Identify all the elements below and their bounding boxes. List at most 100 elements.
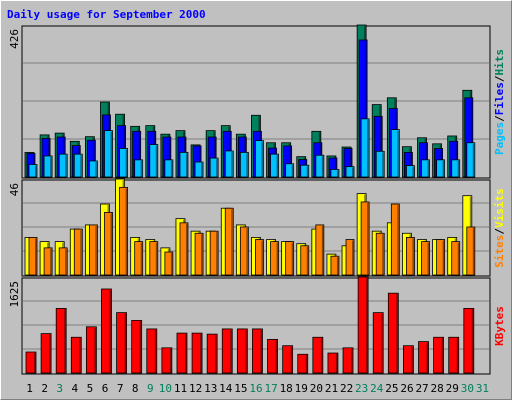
sites-bar-day-13-shade <box>216 232 218 275</box>
kbytes-bar-day-25 <box>387 292 399 374</box>
kbytes-bar-day-2 <box>40 333 52 374</box>
sites-bar-day-12 <box>194 232 204 276</box>
sites-bar-day-25 <box>390 203 400 276</box>
sites-bar-day-10-shade <box>170 253 173 275</box>
kbytes-bar-day-17-shade <box>275 340 278 373</box>
day-label-10: 10 <box>159 382 172 395</box>
pages-bar-day-4-shade <box>80 155 82 177</box>
kbytes-bar-day-24 <box>372 312 384 374</box>
sites-bar-day-26 <box>406 237 415 276</box>
day-label-2: 2 <box>41 382 48 395</box>
legend-files: Files <box>493 82 506 115</box>
pages-bar-day-12 <box>194 161 204 178</box>
sites-bar-day-22 <box>345 239 355 276</box>
kbytes-bar-day-8-shade <box>139 321 142 373</box>
pages-bar-day-2 <box>43 155 53 178</box>
day-label-30: 30 <box>461 382 474 395</box>
pages-bar-day-13 <box>209 157 219 178</box>
sites-bar-day-13 <box>209 230 219 276</box>
legend-kbytes: KBytes <box>493 306 506 346</box>
day-label-16: 16 <box>249 382 262 395</box>
pages-bar-day-20-shade <box>321 156 324 177</box>
pages-bar-day-22 <box>345 166 355 178</box>
kbytes-bar-day-2-shade <box>49 334 51 373</box>
panel-1-max-label: 426 <box>8 29 21 49</box>
pages-bar-day-24 <box>375 150 385 178</box>
sites-bar-day-29 <box>451 241 461 276</box>
pages-bar-day-16 <box>255 140 264 178</box>
kbytes-bar-day-4-shade <box>79 338 81 373</box>
kbytes-bar-day-21-shade <box>335 354 338 373</box>
chart-title: Daily usage for September 2000 <box>7 8 206 21</box>
kbytes-bar-day-18-shade <box>290 346 293 373</box>
sites-bar-day-26-shade <box>412 238 414 275</box>
kbytes-bar-day-18 <box>282 345 294 374</box>
sites-bar-day-17-shade <box>276 242 279 275</box>
day-label-25: 25 <box>385 382 398 395</box>
pages-bar-day-19-shade <box>306 166 309 177</box>
day-label-23: 23 <box>355 382 368 395</box>
panel-1-legend: Pages/Files/Hits <box>493 49 506 155</box>
sites-bar-day-8 <box>134 241 144 276</box>
day-label-9: 9 <box>147 382 154 395</box>
legend-separator: / <box>493 115 506 122</box>
pages-bar-day-29-shade <box>457 160 460 177</box>
day-label-14: 14 <box>219 382 233 395</box>
sites-bar-day-9-shade <box>155 242 158 275</box>
kbytes-bar-day-10 <box>161 347 173 374</box>
kbytes-bar-day-19-shade <box>305 355 308 373</box>
kbytes-bar-day-26 <box>403 345 414 374</box>
day-label-1: 1 <box>26 382 33 395</box>
pages-bar-day-11 <box>179 151 189 178</box>
pages-bar-day-8 <box>134 159 144 178</box>
sites-bar-day-20-shade <box>321 225 324 275</box>
kbytes-bar-day-9-shade <box>154 329 157 373</box>
kbytes-bar-day-12 <box>191 332 203 374</box>
kbytes-bar-day-24-shade <box>381 313 383 373</box>
sites-bar-day-16-shade <box>261 240 263 275</box>
files-bar-day-29-shade <box>455 142 458 177</box>
sites-bar-day-30-shade <box>472 228 475 275</box>
pages-bar-day-4 <box>73 153 83 178</box>
day-label-5: 5 <box>87 382 94 395</box>
sites-bar-day-20 <box>315 224 325 276</box>
files-bar-day-22-shade <box>350 149 352 177</box>
kbytes-bar-day-8 <box>131 320 143 374</box>
kbytes-bar-day-3-shade <box>64 309 66 373</box>
day-label-15: 15 <box>234 382 247 395</box>
pages-bar-day-10 <box>164 159 174 178</box>
kbytes-bar-day-16-shade <box>260 329 262 373</box>
sites-bar-day-21 <box>330 255 340 276</box>
kbytes-bar-day-20 <box>312 336 324 374</box>
kbytes-bar-day-29 <box>448 336 460 374</box>
sites-bar-day-29-shade <box>457 242 460 275</box>
files-bar-day-21-shade <box>334 159 337 177</box>
day-label-29: 29 <box>446 382 459 395</box>
day-label-17: 17 <box>264 382 277 395</box>
day-label-27: 27 <box>415 382 428 395</box>
day-label-11: 11 <box>174 382 187 395</box>
pages-bar-day-21 <box>330 169 340 178</box>
pages-bar-day-30 <box>466 142 476 178</box>
pages-bar-day-9 <box>149 144 159 178</box>
kbytes-bar-day-23-shade <box>366 278 368 373</box>
pages-bar-day-17-shade <box>276 155 279 177</box>
kbytes-bar-day-28-shade <box>441 338 444 373</box>
day-label-6: 6 <box>102 382 109 395</box>
day-label-7: 7 <box>117 382 124 395</box>
pages-bar-day-6 <box>104 130 113 178</box>
kbytes-bar-day-21 <box>327 352 339 374</box>
day-label-18: 18 <box>280 382 293 395</box>
files-bar-day-10-shade <box>168 138 171 177</box>
kbytes-bar-day-7 <box>116 312 127 374</box>
kbytes-bar-day-1-shade <box>34 353 36 373</box>
sites-bar-day-8-shade <box>140 242 143 275</box>
kbytes-bar-day-1 <box>25 351 37 374</box>
sites-bar-day-22-shade <box>352 240 354 275</box>
pages-bar-day-30-shade <box>472 143 475 177</box>
panel-3-legend: KBytes <box>493 306 506 346</box>
pages-bar-day-1 <box>28 164 38 178</box>
day-label-24: 24 <box>370 382 384 395</box>
sites-bar-day-19-shade <box>306 246 309 275</box>
sites-bar-day-1 <box>28 237 38 276</box>
